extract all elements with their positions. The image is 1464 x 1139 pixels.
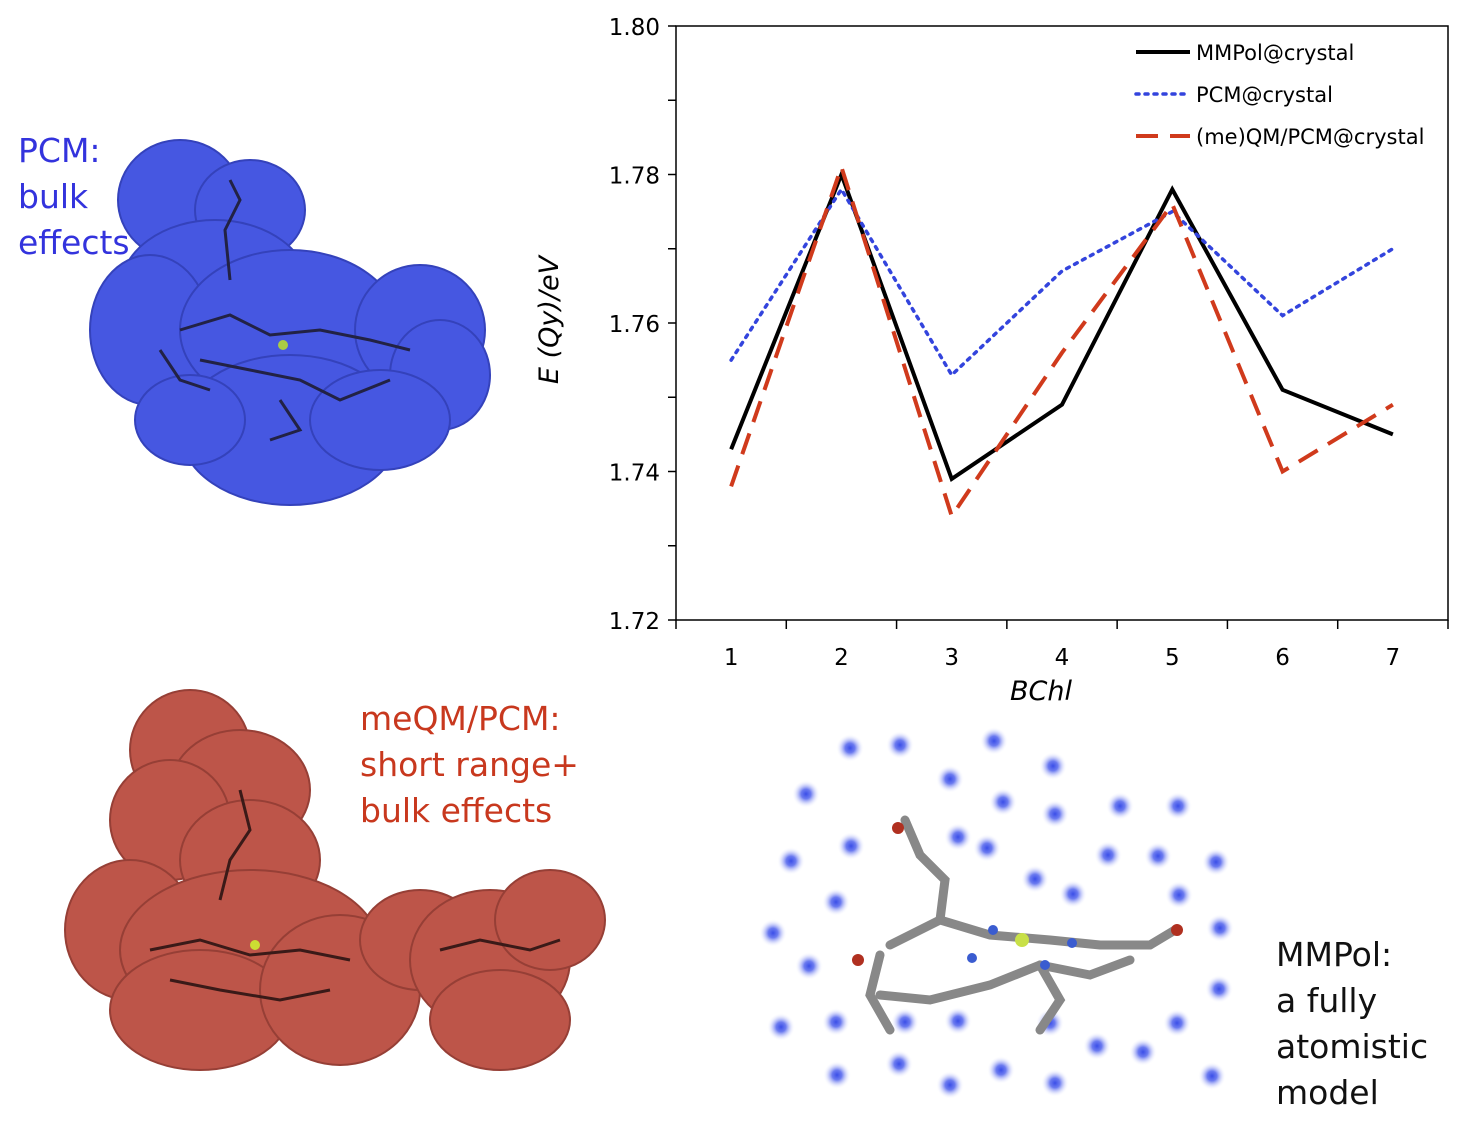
pcm-line-1: PCM: (18, 131, 101, 170)
y-tick-label: 1.80 (609, 15, 660, 41)
x-tick-label: 3 (944, 645, 959, 671)
x-tick-label: 2 (834, 645, 849, 671)
x-axis-label: BChl (1010, 676, 1072, 707)
pcm-line-3: effects (18, 223, 130, 262)
legend-label-1: MMPol@crystal (1196, 41, 1354, 65)
meqm-annotation: meQM/PCM: short range+ bulk effects (360, 696, 579, 834)
pcm-annotation: PCM: bulk effects (18, 128, 130, 266)
y-tick-label: 1.78 (609, 164, 660, 190)
x-tick-label: 7 (1386, 645, 1401, 671)
mmpol-line-2: a fully (1276, 981, 1378, 1020)
mmpol-line-3: atomistic (1276, 1027, 1429, 1066)
meqm-line-2: short range+ (360, 745, 579, 784)
x-tick-label: 5 (1165, 645, 1180, 671)
x-tick-label: 1 (724, 645, 739, 671)
meqm-cavity-surface (64, 689, 606, 1071)
meqm-line-1: meQM/PCM: (360, 699, 561, 738)
y-tick-label: 1.74 (609, 461, 660, 487)
mmpol-chromophore (852, 815, 1183, 1035)
plot-area-frame (675, 25, 1449, 621)
legend-label-3: (me)QM/PCM@crystal (1196, 125, 1424, 149)
series-line-2 (729, 186, 1395, 378)
pcm-cavity-surface (89, 139, 491, 506)
y-tick-label: 1.72 (609, 609, 660, 635)
legend-label-2: PCM@crystal (1196, 83, 1333, 107)
series-line-3 (729, 160, 1394, 521)
mmpol-line-4: model (1276, 1073, 1379, 1112)
pcm-line-2: bulk (18, 177, 89, 216)
x-tick-label: 4 (1055, 645, 1070, 671)
y-tick-label: 1.76 (609, 312, 660, 338)
x-tick-label: 6 (1275, 645, 1290, 671)
mmpol-annotation: MMPol: a fully atomistic model (1276, 932, 1428, 1116)
mmpol-line-1: MMPol: (1276, 935, 1393, 974)
mmpol-polarizable-sites (759, 727, 1234, 1099)
meqm-line-3: bulk effects (360, 791, 553, 830)
y-axis-label: E (Qy)/eV (534, 253, 565, 384)
series-line-1 (729, 168, 1394, 483)
